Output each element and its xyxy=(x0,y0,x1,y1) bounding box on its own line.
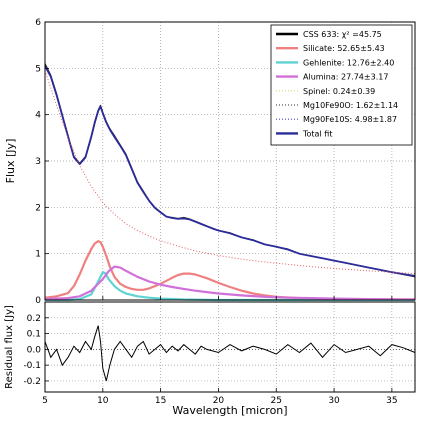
x-tick-label: 15 xyxy=(155,396,166,406)
series-line-silicate xyxy=(44,240,415,301)
series-line-total-fit xyxy=(44,65,416,277)
x-ticks: 5 10 15 20 25 30 35 xyxy=(42,388,398,406)
legend-label: Silicate: 52.65±5.43 xyxy=(303,44,385,53)
flux-panel: 0 1 2 3 4 5 6 Flux [Jy] xyxy=(4,18,416,306)
x-tick-label: 20 xyxy=(213,396,225,406)
y-tick-label: 3 xyxy=(35,157,41,167)
x-tick-label: 30 xyxy=(328,396,340,406)
y-tick-label: 5 xyxy=(35,64,41,74)
y-tick-label: 0.1 xyxy=(27,330,41,340)
legend-label: Mg10Fe90O: 1.62±1.14 xyxy=(303,101,398,110)
flux-series xyxy=(44,63,416,302)
legend-label: Total fit xyxy=(302,129,332,138)
legend-label: Mg90Fe10S: 4.98±1.87 xyxy=(303,115,397,124)
series-line-residual xyxy=(44,325,416,382)
residual-axes-frame xyxy=(44,301,416,393)
residual-series xyxy=(44,325,416,382)
y-tick-label: -0.1 xyxy=(23,361,41,371)
y-tick-label: 0 xyxy=(35,296,41,306)
x-axis-label: Wavelength [micron] xyxy=(172,404,287,417)
y-tick-label: 6 xyxy=(35,18,41,28)
legend-box xyxy=(270,24,413,146)
y-tick-label: 0.0 xyxy=(27,345,42,355)
legend-label: Alumina: 27.74±3.17 xyxy=(303,73,388,82)
y-tick-label: 4 xyxy=(35,111,41,121)
x-tick-label: 25 xyxy=(271,396,282,406)
x-tick-label: 5 xyxy=(42,396,48,406)
legend-label: Spinel: 0.24±0.39 xyxy=(303,87,375,96)
y-tick-label: 2 xyxy=(35,203,41,213)
legend: CSS 633: χ² =45.75 Silicate: 52.65±5.43 Ge… xyxy=(270,24,413,146)
y-tick-label: 1 xyxy=(35,250,41,260)
legend-label: Gehlenite: 12.76±2.40 xyxy=(303,58,394,67)
x-tick-label: 10 xyxy=(97,396,109,406)
y-tick-label: -0.2 xyxy=(23,377,41,387)
x-tick-label: 35 xyxy=(386,396,397,406)
flux-y-axis-label: Flux [Jy] xyxy=(4,139,17,184)
series-line-continuum xyxy=(44,70,416,275)
series-line-alumina xyxy=(44,265,416,301)
y-tick-label: 0.2 xyxy=(27,314,41,324)
residual-y-axis-label: Residual flux [Jy] xyxy=(4,305,15,389)
residual-y-ticks: -0.2 -0.1 0.0 0.1 0.2 xyxy=(23,314,49,387)
legend-label: CSS 633: χ² =45.75 xyxy=(303,30,382,39)
residual-panel: -0.2 -0.1 0.0 0.1 0.2 5 10 15 20 25 30 35 Residual… xyxy=(4,301,416,417)
flux-y-ticks: 0 1 2 3 4 5 6 xyxy=(35,18,393,306)
